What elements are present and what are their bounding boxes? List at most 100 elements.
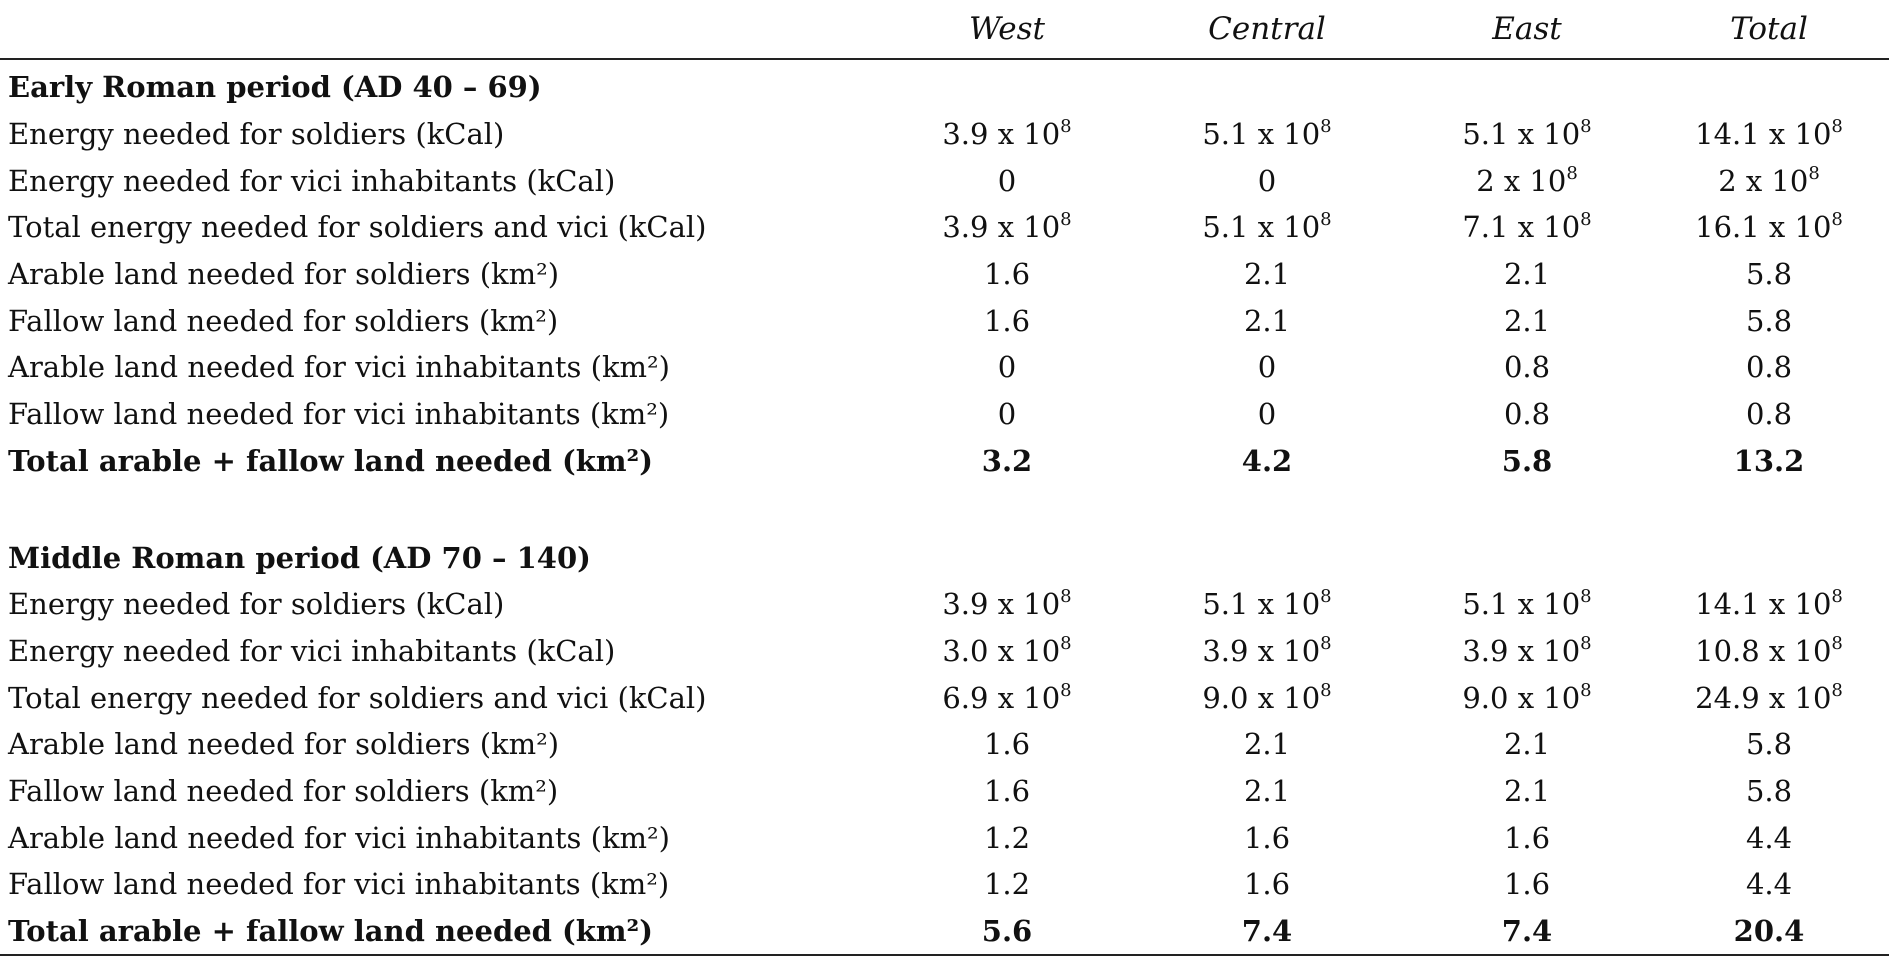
- cell-east: 7.1 x 108: [1405, 204, 1649, 251]
- cell-central: 4.2: [1129, 438, 1405, 485]
- row-label: Arable land needed for vici inhabitants …: [8, 350, 670, 385]
- cell-value: 16.1 x 10: [1695, 210, 1832, 245]
- cell-exponent: 8: [1320, 209, 1332, 231]
- cell-east: 0.8: [1405, 391, 1649, 438]
- cell-value: 0: [997, 163, 1017, 198]
- cell-value: 10.8 x 10: [1695, 633, 1832, 668]
- cell-value: 5.8: [1745, 257, 1793, 292]
- cell-value: 20.4: [1733, 914, 1805, 949]
- cell-value: 3.9 x 10: [1462, 633, 1581, 668]
- column-header-total: Total: [1649, 0, 1889, 60]
- cell-value: 5.6: [981, 914, 1033, 949]
- cell-value: 5.1 x 10: [1202, 587, 1321, 622]
- row-label: Arable land needed for soldiers (km²): [8, 257, 560, 292]
- cell-exponent: 8: [1831, 586, 1843, 608]
- cell-total: 0.8: [1649, 344, 1889, 391]
- column-header-central: Central: [1129, 0, 1405, 60]
- cell-value: 0.8: [1745, 350, 1793, 385]
- spacer-row: [0, 484, 1889, 530]
- row-label: Energy needed for vici inhabitants (kCal…: [8, 633, 616, 668]
- cell-total: 5.8: [1649, 251, 1889, 298]
- cell-exponent: 8: [1831, 679, 1843, 701]
- cell-east: 2.1: [1405, 251, 1649, 298]
- cell-total: 16.1 x 108: [1649, 204, 1889, 251]
- cell-value: 2.1: [1503, 773, 1551, 808]
- cell-central: 3.9 x 108: [1129, 628, 1405, 675]
- row-label: Fallow land needed for vici inhabitants …: [8, 867, 670, 902]
- table-row: Fallow land needed for vici inhabitants …: [0, 391, 1889, 438]
- cell-east: 5.1 x 108: [1405, 111, 1649, 158]
- cell-value: 1.6: [983, 257, 1031, 292]
- cell-exponent: 8: [1580, 632, 1592, 654]
- cell-value: 1.6: [983, 303, 1031, 338]
- cell-central: 0: [1129, 391, 1405, 438]
- cell-central: 0: [1129, 344, 1405, 391]
- cell-west: 3.9 x 108: [885, 581, 1129, 628]
- cell-value: 3.2: [981, 443, 1033, 478]
- cell-value: 0: [1257, 350, 1277, 385]
- cell-exponent: 8: [1060, 679, 1072, 701]
- cell-value: 1.6: [983, 727, 1031, 762]
- cell-central: 2.1: [1129, 721, 1405, 768]
- table-header: West Central East Total: [0, 0, 1889, 60]
- cell-east: 0.8: [1405, 344, 1649, 391]
- cell-east: 1.6: [1405, 861, 1649, 908]
- cell-total: 2 x 108: [1649, 157, 1889, 204]
- row-label: Energy needed for soldiers (kCal): [8, 587, 505, 622]
- cell-exponent: 8: [1580, 116, 1592, 138]
- table-row: Arable land needed for vici inhabitants …: [0, 814, 1889, 861]
- table-total-row: Total arable + fallow land needed (km²) 5…: [0, 907, 1889, 957]
- header-label-blank: [0, 0, 885, 60]
- cell-central: 5.1 x 108: [1129, 111, 1405, 158]
- cell-value: 0: [997, 350, 1017, 385]
- cell-value: 5.1 x 10: [1462, 587, 1581, 622]
- row-label: Total arable + fallow land needed (km²): [8, 443, 653, 478]
- cell-exponent: 8: [1808, 162, 1820, 184]
- table-row: Fallow land needed for soldiers (km²) 1.6…: [0, 297, 1889, 344]
- cell-value: 4.4: [1745, 867, 1793, 902]
- cell-central: 5.1 x 108: [1129, 204, 1405, 251]
- cell-value: 13.2: [1733, 443, 1805, 478]
- cell-exponent: 8: [1060, 586, 1072, 608]
- cell-value: 1.6: [1243, 820, 1291, 855]
- cell-east: 2.1: [1405, 297, 1649, 344]
- cell-value: 1.2: [983, 820, 1031, 855]
- cell-value: 1.6: [1503, 820, 1551, 855]
- cell-value: 1.6: [983, 773, 1031, 808]
- cell-value: 1.6: [1503, 867, 1551, 902]
- cell-total: 0.8: [1649, 391, 1889, 438]
- cell-total: 5.8: [1649, 721, 1889, 768]
- table-row: Energy needed for soldiers (kCal) 3.9 x 1…: [0, 581, 1889, 628]
- cell-value: 2.1: [1243, 303, 1291, 338]
- cell-east: 7.4: [1405, 907, 1649, 957]
- cell-total: 14.1 x 108: [1649, 111, 1889, 158]
- row-label: Arable land needed for soldiers (km²): [8, 727, 560, 762]
- cell-west: 3.2: [885, 438, 1129, 485]
- cell-total: 4.4: [1649, 861, 1889, 908]
- section-title: Middle Roman period (AD 70 – 140): [8, 540, 591, 575]
- cell-exponent: 8: [1566, 162, 1578, 184]
- header-row: West Central East Total: [0, 0, 1889, 60]
- cell-value: 7.4: [1501, 914, 1553, 949]
- table-row: Arable land needed for vici inhabitants …: [0, 344, 1889, 391]
- cell-west: 3.0 x 108: [885, 628, 1129, 675]
- section-spacer: [0, 484, 1889, 530]
- cell-value: 0.8: [1503, 350, 1551, 385]
- cell-value: 4.2: [1241, 443, 1293, 478]
- table-row: Total energy needed for soldiers and vic…: [0, 674, 1889, 721]
- cell-value: 5.8: [1501, 443, 1553, 478]
- cell-value: 3.9 x 10: [942, 117, 1061, 152]
- cell-value: 3.0 x 10: [942, 633, 1061, 668]
- cell-value: 5.1 x 10: [1202, 210, 1321, 245]
- cell-central: 2.1: [1129, 768, 1405, 815]
- section-middle-roman: Middle Roman period (AD 70 – 140) Energy …: [0, 530, 1889, 957]
- cell-value: 5.8: [1745, 727, 1793, 762]
- cell-central: 5.1 x 108: [1129, 581, 1405, 628]
- cell-value: 2.1: [1243, 727, 1291, 762]
- cell-east: 2.1: [1405, 721, 1649, 768]
- cell-value: 5.8: [1745, 303, 1793, 338]
- cell-value: 0.8: [1503, 397, 1551, 432]
- cell-exponent: 8: [1831, 632, 1843, 654]
- cell-exponent: 8: [1320, 116, 1332, 138]
